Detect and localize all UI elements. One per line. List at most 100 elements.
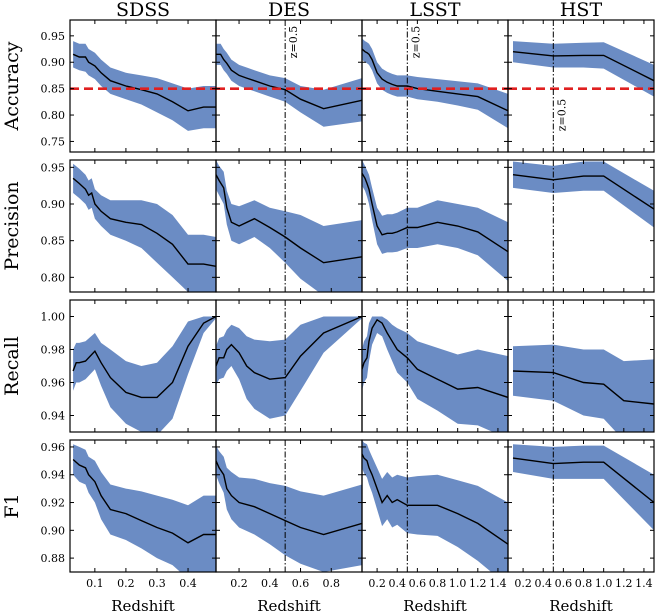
mean-line — [362, 453, 508, 545]
x-tick-label: 0.4 — [388, 577, 406, 590]
x-tick-label: 0.4 — [179, 577, 197, 590]
x-tick-label: 0.3 — [148, 577, 166, 590]
x-tick-label: 0.2 — [230, 577, 248, 590]
x-axis-label: Redshift — [403, 597, 467, 615]
plot-area — [362, 160, 508, 292]
mean-line — [216, 53, 362, 110]
y-tick-label: 0.90 — [41, 524, 66, 537]
panel-lsst-precision — [361, 159, 509, 293]
y-tick-label: 0.92 — [41, 497, 66, 510]
plot-area — [216, 300, 362, 432]
redshift-marker-label: z=0.5 — [555, 99, 568, 132]
plot-area — [72, 315, 216, 432]
plot-area — [512, 440, 654, 572]
y-tick-label: 0.98 — [41, 344, 66, 357]
x-axis-label: Redshift — [111, 597, 175, 615]
panel-sdss-precision: 0.80 0.85 0.90 0.95 — [41, 159, 217, 293]
column-title-hst: HST — [560, 0, 603, 21]
x-tick-label: 0.1 — [86, 577, 104, 590]
x-tick-label: 1.4 — [635, 577, 653, 590]
redshift-marker-label: z=0.5 — [287, 26, 300, 59]
y-tick-label: 0.90 — [41, 198, 66, 211]
confidence-band — [216, 160, 362, 292]
y-tick-label: 0.85 — [41, 83, 66, 96]
panel-sdss-recall: 0.94 0.96 0.98 1.00 — [41, 299, 217, 433]
x-tick-label: 1.0 — [449, 577, 467, 590]
mean-line — [72, 177, 216, 267]
panel-hst-recall — [507, 299, 655, 433]
mean-line — [72, 458, 216, 544]
mean-line — [216, 315, 362, 380]
mean-line — [362, 48, 508, 112]
plot-area — [362, 300, 508, 432]
panel-frame — [507, 439, 655, 573]
y-tick-label: 1.00 — [41, 311, 66, 324]
panel-frame — [507, 299, 655, 433]
plot-area: z=0.5 — [216, 20, 362, 152]
panel-sdss-f1: 0.88 0.90 0.92 0.94 0.96 0.1 0.2 0.3 0.4 — [41, 439, 217, 590]
confidence-band — [73, 41, 216, 131]
y-tick-label: 0.75 — [41, 135, 66, 148]
plot-area — [216, 440, 362, 572]
plot-area: z=0.5 — [508, 20, 654, 152]
x-tick-label: 0.4 — [534, 577, 552, 590]
plot-area — [72, 163, 216, 292]
confidence-band — [216, 43, 362, 127]
row-label-accuracy: Accuracy — [1, 41, 23, 131]
x-tick-label: 0.6 — [409, 577, 427, 590]
row-label-f1: F1 — [1, 493, 23, 518]
panel-frame — [507, 19, 655, 153]
confidence-band — [73, 444, 216, 572]
mean-line — [216, 174, 362, 264]
confidence-band — [362, 440, 508, 572]
mean-line — [216, 460, 362, 536]
column-title-sdss: SDSS — [116, 0, 170, 21]
x-axis-label: Redshift — [549, 597, 613, 615]
y-tick-label: 0.80 — [41, 271, 66, 284]
confidence-band — [513, 161, 654, 228]
column-title-lsst: LSST — [410, 0, 461, 21]
y-tick-label: 0.95 — [41, 30, 66, 43]
confidence-band — [216, 316, 362, 419]
panel-hst-accuracy: z=0.5 — [507, 19, 655, 153]
redshift-marker-label: z=0.5 — [409, 26, 422, 59]
row-label-recall: Recall — [1, 336, 23, 396]
confidence-band — [73, 316, 216, 432]
plot-area — [512, 160, 654, 292]
confidence-band — [513, 344, 654, 432]
x-tick-label: 0.2 — [368, 577, 386, 590]
x-axis-label: Redshift — [257, 597, 321, 615]
panel-des-precision — [215, 159, 363, 293]
y-tick-label: 0.94 — [41, 469, 66, 482]
y-tick-label: 0.88 — [41, 552, 66, 565]
plot-area — [72, 444, 216, 572]
plot-area — [362, 440, 508, 572]
row-label-precision: Precision — [1, 181, 23, 270]
panel-des-f1: 0.2 0.4 0.6 0.8 — [215, 439, 363, 590]
x-tick-label: 1.4 — [489, 577, 507, 590]
confidence-band — [362, 316, 508, 432]
y-tick-label: 0.96 — [41, 441, 66, 454]
panel-hst-precision — [507, 159, 655, 293]
panel-des-accuracy: z=0.5 — [215, 19, 363, 153]
x-tick-label: 0.4 — [261, 577, 279, 590]
panel-des-recall — [215, 299, 363, 433]
y-tick-label: 0.90 — [41, 56, 66, 69]
mean-line — [512, 51, 654, 82]
mean-line — [512, 174, 654, 210]
x-tick-label: 1.2 — [469, 577, 487, 590]
mean-line — [362, 172, 508, 253]
x-tick-label: 0.8 — [323, 577, 341, 590]
panel-hst-f1: 0.2 0.4 0.6 0.8 1.0 1.2 1.4 — [507, 439, 655, 590]
confidence-band — [513, 444, 654, 531]
y-tick-label: 0.96 — [41, 377, 66, 390]
y-tick-label: 0.95 — [41, 161, 66, 174]
y-tick-label: 0.80 — [41, 109, 66, 122]
x-tick-label: 0.6 — [555, 577, 573, 590]
plot-area — [512, 300, 654, 432]
panel-lsst-f1: 0.2 0.4 0.6 0.8 1.0 1.2 1.4 — [361, 439, 509, 590]
confidence-band — [216, 445, 362, 572]
x-tick-label: 0.2 — [514, 577, 532, 590]
panel-sdss-accuracy: 0.75 0.80 0.85 0.90 0.95 — [41, 19, 217, 153]
confidence-band — [73, 163, 216, 292]
